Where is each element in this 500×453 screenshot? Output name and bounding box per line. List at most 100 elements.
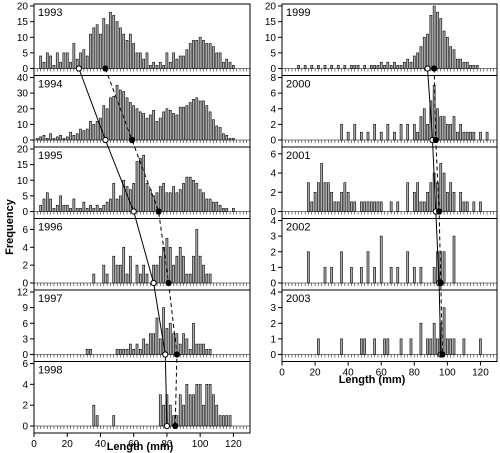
y-tick-label: 40	[17, 73, 29, 84]
bar	[192, 179, 195, 212]
bar	[363, 338, 367, 355]
bar	[85, 208, 89, 212]
panel-2000: 0 2 4 6 8 2000	[270, 73, 498, 151]
bar	[452, 191, 456, 212]
bar	[343, 65, 347, 69]
bar	[215, 52, 219, 69]
open-circle-marker	[162, 351, 169, 358]
bar	[135, 264, 139, 284]
bar	[479, 131, 482, 141]
open-circle-marker	[150, 279, 157, 287]
bar	[109, 198, 112, 212]
y-tick-label: 10	[265, 33, 277, 44]
bar	[62, 138, 66, 141]
bar	[125, 348, 129, 355]
bar	[356, 65, 360, 69]
y-tick-label: 0	[22, 350, 28, 361]
bar	[148, 189, 152, 212]
bar	[346, 191, 350, 212]
panel-1996: 0 2 4 6 1996	[22, 218, 251, 294]
bar	[168, 110, 172, 141]
bar	[182, 255, 185, 284]
bar	[419, 201, 423, 212]
bar	[172, 264, 175, 284]
bar	[360, 201, 363, 212]
year-label: 1993	[38, 7, 62, 19]
bar	[72, 198, 76, 212]
bar	[39, 204, 42, 212]
bar	[69, 208, 72, 212]
bar	[373, 267, 376, 284]
bar	[125, 273, 129, 284]
x-tick-label: 20	[62, 439, 74, 450]
y-tick-label: 2	[22, 261, 28, 272]
bar	[158, 61, 162, 69]
bar	[228, 415, 232, 427]
bar	[360, 131, 363, 141]
bar	[158, 338, 162, 355]
year-label: 2000	[286, 79, 310, 91]
bar	[188, 176, 192, 212]
bar	[462, 338, 466, 355]
bar	[129, 33, 132, 69]
bar	[155, 317, 159, 355]
bar	[422, 36, 426, 69]
filled-circle-marker	[172, 422, 179, 430]
open-circle-marker	[424, 65, 431, 72]
year-label: 2002	[286, 222, 310, 234]
panel-frame	[281, 218, 498, 291]
bar	[119, 195, 122, 212]
y-tick-label: 6	[22, 225, 28, 236]
bar	[188, 394, 192, 427]
dashed-cohort-line	[104, 68, 178, 427]
bar	[172, 113, 175, 141]
solid-cohort-line	[78, 68, 168, 427]
bar	[168, 246, 172, 284]
y-tick-label: 1	[270, 263, 276, 274]
bar	[162, 404, 165, 427]
bar	[379, 201, 383, 212]
bar	[132, 348, 136, 355]
bar	[92, 273, 96, 284]
bar	[225, 415, 229, 427]
filled-circle-marker	[439, 351, 446, 358]
bar	[115, 198, 119, 212]
bar	[232, 65, 235, 69]
filled-circle-marker	[165, 279, 172, 287]
bar	[366, 251, 370, 284]
bar	[215, 404, 219, 427]
y-tick-label: 0	[270, 279, 276, 290]
bar	[353, 65, 357, 69]
bar	[198, 384, 202, 427]
bar	[132, 43, 136, 69]
bar	[426, 338, 429, 355]
bar	[208, 384, 212, 427]
bar	[49, 198, 52, 212]
bar	[122, 179, 126, 212]
bar	[52, 208, 56, 212]
bar	[129, 255, 132, 284]
bar	[65, 52, 69, 69]
bar	[195, 183, 199, 212]
bar	[212, 394, 215, 427]
bar	[205, 43, 209, 69]
bar	[125, 40, 129, 69]
bar	[192, 99, 195, 141]
bar	[459, 191, 462, 212]
bar	[225, 135, 229, 141]
filled-circle-marker	[436, 208, 443, 215]
bar	[317, 182, 320, 212]
y-tick-label: 0	[270, 64, 276, 75]
bar	[383, 65, 386, 69]
bar	[115, 264, 119, 284]
bar	[373, 65, 376, 69]
bar	[218, 127, 222, 141]
bar	[168, 192, 172, 212]
bar	[72, 135, 76, 141]
bar	[188, 43, 192, 69]
x-tick-label: 100	[439, 368, 456, 379]
bar	[195, 343, 199, 355]
bar	[162, 65, 165, 69]
bar	[442, 172, 446, 212]
bar	[340, 251, 343, 284]
